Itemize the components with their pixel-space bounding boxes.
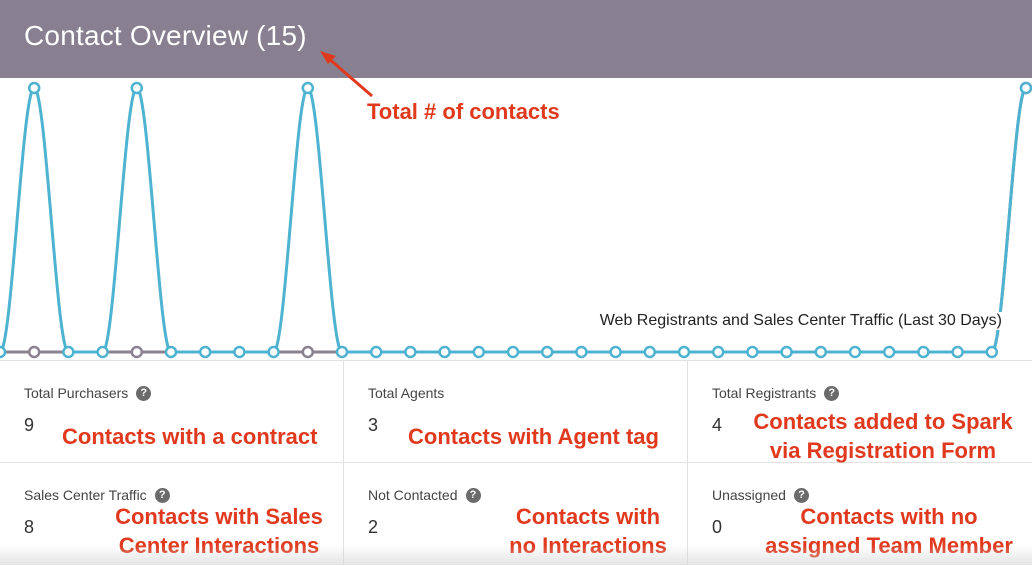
point-registrants[interactable] [814,345,828,359]
page-header: Contact Overview (15) [0,0,1032,78]
stat-label: Sales Center Traffic [24,487,147,503]
page-title: Contact Overview (15) [24,20,307,51]
stat-total-registrants[interactable]: Total Registrants ? 4 [688,361,1032,463]
chart-caption: Web Registrants and Sales Center Traffic… [597,312,1004,330]
stat-value: 2 [368,517,379,537]
point-registrants[interactable] [609,345,622,359]
stat-value: 3 [368,415,379,435]
question-circle-icon[interactable]: ? [136,385,152,401]
point-registrants[interactable] [198,345,212,359]
stat-label: Total Agents [368,385,445,401]
stat-not-contacted[interactable]: Not Contacted ? 2 [344,463,688,565]
question-circle-icon[interactable]: ? [793,487,809,503]
stat-unassigned[interactable]: Unassigned ? 0 [688,463,1032,565]
point-registrants[interactable] [643,345,657,359]
point-registrants[interactable] [506,345,520,359]
annotation-not-contacted: Contacts with no Interactions [500,502,676,560]
annotation-line: via Registration Form [769,438,997,463]
annotation-unassigned: Contacts with no assigned Team Member [756,502,1022,560]
point-registrants[interactable] [164,345,178,359]
annotation-line: Contacts with [515,504,661,529]
stat-value: 8 [24,517,35,537]
annotation-line: no Interactions [509,533,667,558]
point-traffic[interactable] [301,345,315,359]
point-registrants[interactable] [335,345,349,359]
stat-total-agents[interactable]: Total Agents 3 [344,361,688,463]
stat-label: Total Purchasers [24,385,129,401]
annotation-line: Contacts with no [800,504,978,529]
point-registrants[interactable] [233,345,246,359]
point-registrants[interactable] [62,345,75,359]
point-registrants[interactable] [780,345,793,359]
traffic-chart-svg [0,81,1032,359]
point-registrants[interactable] [369,345,383,359]
annotation-line: assigned Team Member [765,533,1013,558]
point-registrants[interactable] [27,81,41,95]
point-traffic[interactable] [27,345,41,359]
annotation-sales-traffic: Contacts with Sales Center Interactions [104,502,334,560]
point-registrants[interactable] [985,345,999,359]
point-registrants[interactable] [267,345,280,359]
point-registrants[interactable] [917,345,930,359]
point-registrants[interactable] [472,345,486,359]
annotation-purchasers: Contacts with a contract [62,424,318,449]
point-registrants[interactable] [301,81,315,95]
point-registrants[interactable] [882,345,896,359]
point-registrants[interactable] [677,345,691,359]
point-registrants[interactable] [438,345,451,359]
annotation-line: Contacts with Sales [115,504,323,529]
stat-value: 4 [712,415,723,435]
stat-value: 9 [24,415,35,435]
point-registrants[interactable] [96,345,109,359]
stat-label: Not Contacted [368,487,458,503]
annotation-registrants: Contacts added to Spark via Registration… [742,407,1024,465]
stat-sales-center-traffic[interactable]: Sales Center Traffic ? 8 [0,463,344,565]
point-registrants[interactable] [1019,81,1032,95]
traffic-chart: Web Registrants and Sales Center Traffic… [0,78,1032,360]
question-circle-icon[interactable]: ? [465,487,481,503]
stat-label: Total Registrants [712,385,817,401]
point-traffic[interactable] [130,345,144,359]
stat-total-purchasers[interactable]: Total Purchasers ? 9 [0,361,344,463]
stats-grid: Total Purchasers ? 9 Total Agents 3 Tota… [0,360,1032,566]
point-registrants[interactable] [951,345,964,359]
point-registrants[interactable] [404,345,417,359]
point-registrants[interactable] [575,345,588,359]
point-registrants[interactable] [848,345,862,359]
stat-value: 0 [712,517,723,537]
point-registrants[interactable] [540,345,554,359]
annotation-agents: Contacts with Agent tag [408,424,659,449]
annotation-total-contacts: Total # of contacts [367,99,560,124]
question-circle-icon[interactable]: ? [824,385,840,401]
question-circle-icon[interactable]: ? [154,487,170,503]
stat-label: Unassigned [712,487,786,503]
point-registrants[interactable] [711,345,725,359]
point-registrants[interactable] [130,81,144,95]
point-registrants[interactable] [746,345,759,359]
point-registrants[interactable] [0,345,7,359]
annotation-line: Contacts added to Spark [753,409,1013,434]
annotation-line: Center Interactions [118,533,320,558]
